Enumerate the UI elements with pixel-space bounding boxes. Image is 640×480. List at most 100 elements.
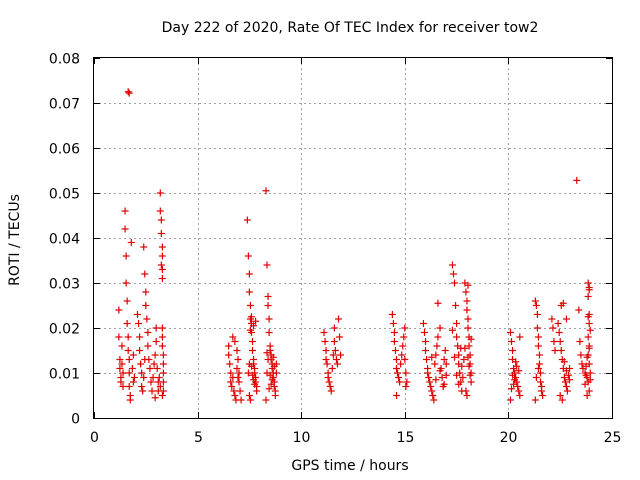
data-point — [584, 293, 592, 300]
data-point — [152, 338, 160, 345]
data-point — [419, 320, 427, 327]
data-point — [249, 338, 257, 345]
data-point — [585, 320, 593, 327]
data-point — [122, 252, 130, 260]
x-tick-label: 0 — [90, 430, 99, 446]
data-point — [322, 347, 330, 354]
data-point — [158, 324, 166, 332]
data-point — [140, 374, 148, 381]
data-point — [155, 374, 163, 381]
data-point — [388, 311, 396, 318]
y-axis-label: ROTI / TECUs — [7, 194, 23, 286]
data-point — [560, 358, 568, 366]
data-point — [236, 387, 244, 395]
data-point — [426, 378, 434, 386]
data-point — [157, 261, 165, 269]
data-point — [425, 374, 433, 381]
data-point — [228, 383, 236, 390]
data-point — [143, 315, 151, 323]
data-point — [266, 371, 274, 379]
data-point — [586, 326, 594, 334]
data-point — [234, 374, 242, 381]
data-point — [144, 329, 152, 336]
data-point — [531, 396, 539, 404]
data-point — [115, 306, 123, 314]
data-point — [152, 324, 160, 332]
data-point — [125, 369, 133, 377]
data-point — [262, 187, 270, 195]
data-point — [138, 383, 146, 390]
data-point — [560, 374, 568, 381]
data-point — [467, 335, 475, 343]
data-point — [136, 347, 144, 354]
data-point — [563, 387, 571, 395]
data-point — [158, 333, 166, 341]
data-point — [136, 333, 144, 341]
data-point — [330, 338, 338, 345]
data-point — [463, 392, 471, 399]
data-point — [566, 376, 574, 384]
data-point — [586, 376, 594, 384]
data-point — [452, 302, 460, 309]
data-point — [148, 387, 156, 395]
data-point — [118, 342, 126, 350]
data-point — [124, 333, 132, 341]
data-point — [394, 369, 402, 377]
data-point — [124, 347, 132, 354]
data-point — [227, 369, 235, 377]
data-point — [557, 347, 565, 354]
y-tick-label: 0.03 — [49, 277, 80, 293]
data-point — [431, 360, 439, 368]
data-point — [137, 360, 145, 368]
data-point — [535, 360, 543, 368]
data-point — [436, 367, 444, 375]
data-point — [331, 347, 339, 354]
data-point — [142, 288, 150, 296]
data-point — [534, 342, 542, 350]
data-point — [325, 378, 333, 386]
data-point — [125, 383, 133, 390]
data-point — [119, 369, 127, 377]
x-tick-label: 20 — [500, 430, 518, 446]
data-point — [246, 302, 254, 309]
data-point — [265, 329, 273, 336]
data-point — [272, 360, 280, 368]
data-point — [448, 326, 456, 334]
data-point — [562, 315, 570, 323]
y-tick-label: 0.01 — [49, 367, 80, 383]
data-point — [145, 356, 153, 363]
data-point — [537, 378, 545, 386]
data-point — [159, 378, 167, 386]
data-point — [586, 369, 594, 377]
data-point — [225, 342, 233, 350]
data-point — [438, 374, 446, 381]
data-point — [327, 387, 335, 395]
data-point — [455, 380, 463, 388]
data-point — [130, 374, 138, 381]
data-point — [389, 320, 397, 327]
data-point — [252, 317, 260, 325]
data-point — [463, 306, 471, 314]
data-point — [402, 369, 410, 377]
x-tick-label: 10 — [293, 430, 311, 446]
data-point — [119, 383, 127, 390]
data-point — [455, 351, 463, 359]
data-point — [427, 383, 435, 390]
data-point — [514, 383, 522, 390]
data-point — [134, 311, 142, 318]
data-point — [423, 356, 431, 363]
data-point — [234, 356, 242, 363]
data-point — [550, 338, 558, 345]
data-point — [399, 342, 407, 350]
data-point — [149, 374, 157, 381]
data-point — [226, 360, 234, 368]
data-point — [336, 333, 344, 341]
data-point — [231, 338, 239, 345]
data-point — [251, 380, 259, 388]
data-point — [532, 302, 540, 309]
data-point — [584, 279, 592, 287]
data-point — [509, 347, 517, 354]
data-point — [562, 383, 570, 390]
data-point — [453, 320, 461, 327]
